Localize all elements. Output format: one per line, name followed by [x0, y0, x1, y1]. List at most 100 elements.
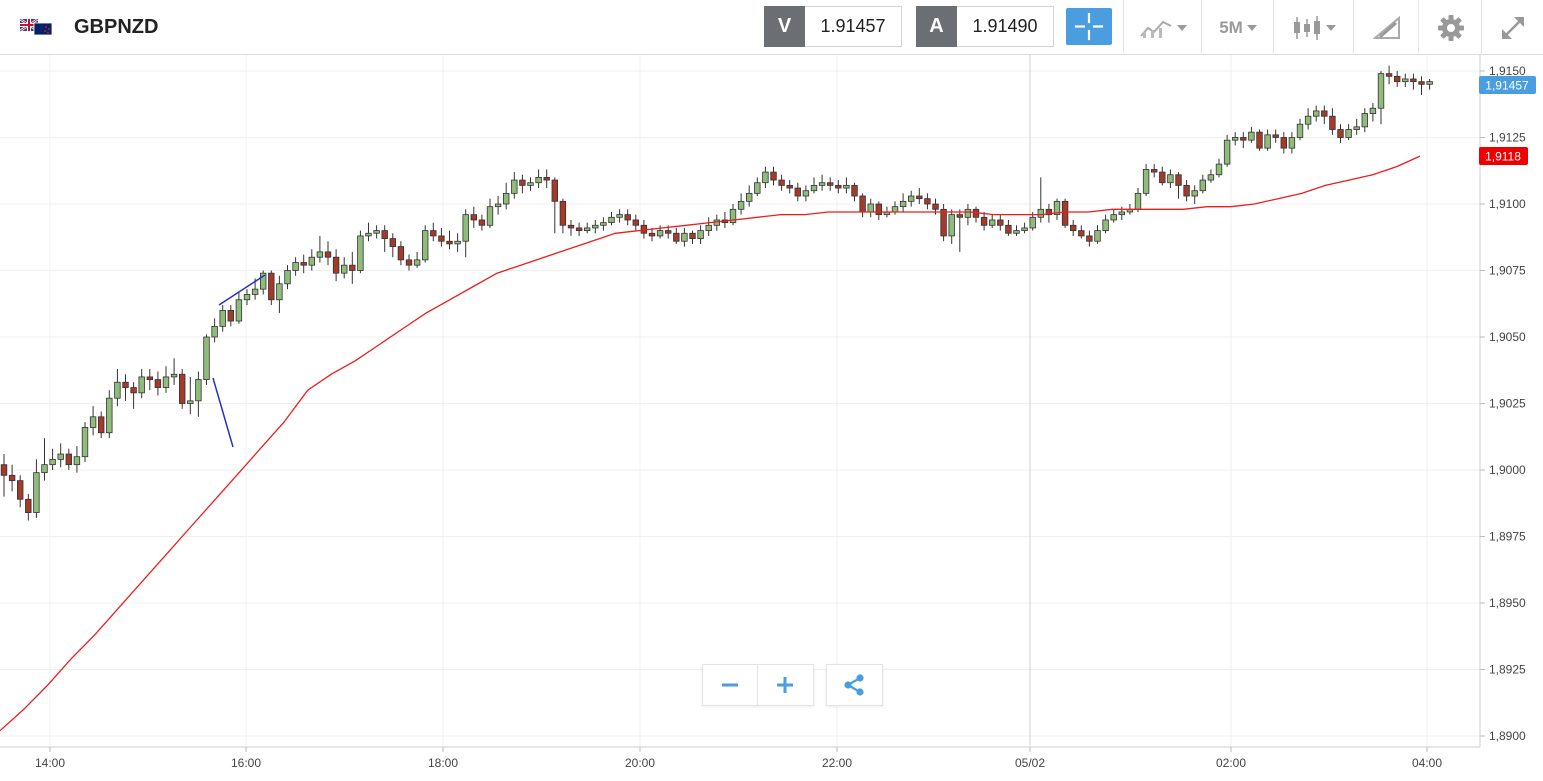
trend-line[interactable]: [218, 274, 266, 306]
candle: [227, 305, 234, 327]
candle: [1288, 132, 1296, 154]
candle: [349, 251, 356, 284]
candle: [1086, 230, 1093, 247]
candle: [308, 249, 315, 271]
buy-price-button[interactable]: A 1.91490: [916, 6, 1054, 47]
price-tick-label: 1,9000: [1489, 463, 1526, 477]
price-tick-label: 1,8950: [1489, 596, 1526, 610]
candle: [195, 371, 202, 417]
candle: [1215, 158, 1223, 178]
candle: [1377, 71, 1385, 125]
candle: [916, 188, 923, 204]
candle: [754, 177, 761, 197]
candle: [1361, 108, 1368, 133]
candle: [284, 265, 291, 290]
sell-price-button[interactable]: V 1.91457: [764, 6, 902, 47]
share-button[interactable]: [826, 664, 883, 706]
candle: [1337, 124, 1344, 143]
candle-style-dropdown[interactable]: [1273, 0, 1354, 55]
candle: [762, 166, 769, 189]
fullscreen-icon: [1502, 16, 1524, 39]
candle: [827, 177, 834, 191]
candle: [1240, 132, 1247, 149]
candle: [300, 254, 307, 274]
sell-label: V: [764, 6, 805, 47]
candle: [235, 291, 243, 324]
candle: [421, 225, 429, 263]
candle: [835, 180, 842, 194]
fullscreen-button[interactable]: [1481, 0, 1543, 55]
candle: [980, 211, 988, 231]
settings-button[interactable]: [1418, 0, 1482, 55]
candle: [818, 174, 826, 191]
candle: [948, 209, 955, 244]
zoom-out-icon: [722, 683, 738, 687]
candle: [1345, 124, 1352, 141]
candle: [365, 222, 372, 242]
zoom-out-button[interactable]: [703, 665, 758, 705]
sell-price: 1.91457: [805, 6, 902, 47]
candle: [1264, 129, 1271, 151]
candle: [810, 177, 818, 194]
candle: [154, 371, 162, 396]
candle: [1296, 118, 1304, 141]
instrument-symbol: GBPNZD: [74, 16, 159, 38]
price-tick-label: 1,9050: [1489, 330, 1526, 344]
time-tick-label: 02:00: [1216, 756, 1246, 770]
candle: [276, 275, 283, 314]
candle: [794, 182, 801, 202]
candle: [802, 185, 810, 202]
candle: [486, 198, 494, 228]
current-price-tag-text: 1,91457: [1485, 79, 1529, 93]
candle: [413, 251, 421, 268]
price-chart[interactable]: 1,9150 1,9125 1,9100 1,9075 1,9050 1,9025 1,90…: [0, 55, 1543, 781]
candle: [1142, 164, 1150, 197]
zoom-in-icon: [777, 677, 793, 693]
candle: [1005, 219, 1012, 236]
price-tick-label: 1,8900: [1489, 729, 1526, 743]
candle: [462, 209, 469, 258]
candle: [146, 368, 153, 391]
candle: [81, 422, 89, 463]
candle: [673, 227, 680, 244]
crosshair-button[interactable]: [1066, 8, 1112, 45]
candle: [1021, 222, 1028, 234]
crosshair-icon: [1074, 12, 1104, 41]
candle: [551, 177, 558, 234]
trend-line[interactable]: [212, 377, 234, 448]
candle: [1053, 198, 1061, 220]
candle: [1304, 108, 1312, 130]
drawing-tools-button[interactable]: [1353, 0, 1419, 55]
candle: [1256, 129, 1263, 151]
candle: [33, 459, 40, 518]
candle: [786, 180, 793, 194]
gbp-nzd-flag-icon: [20, 19, 53, 35]
trend-drawing[interactable]: [212, 274, 266, 448]
chart-type-dropdown[interactable]: [1123, 0, 1202, 55]
candle: [25, 493, 32, 521]
candle: [924, 193, 931, 210]
candle: [178, 368, 186, 409]
candle: [567, 219, 575, 236]
price-tick-label: 1,9100: [1489, 197, 1526, 211]
candle: [964, 204, 972, 226]
timeframe-dropdown[interactable]: 5M: [1201, 0, 1274, 55]
top-toolbar: GBPNZD V 1.91457 A 1.91490 5M: [0, 0, 1543, 55]
candle: [511, 172, 518, 199]
candle: [203, 334, 210, 385]
candle: [1013, 225, 1020, 236]
candle: [65, 448, 72, 470]
zoom-in-button[interactable]: [758, 665, 812, 705]
candle: [940, 204, 947, 242]
candle: [1134, 188, 1142, 212]
candlestick-icon: [1294, 15, 1320, 40]
candle: [632, 214, 639, 231]
candle: [259, 270, 267, 295]
candle: [502, 182, 510, 210]
candle: [187, 376, 194, 415]
time-tick-label: 05/02: [1015, 756, 1045, 770]
share-button-inner[interactable]: [827, 665, 881, 705]
candle: [381, 225, 388, 252]
candle: [1183, 180, 1190, 202]
candle: [600, 217, 607, 231]
